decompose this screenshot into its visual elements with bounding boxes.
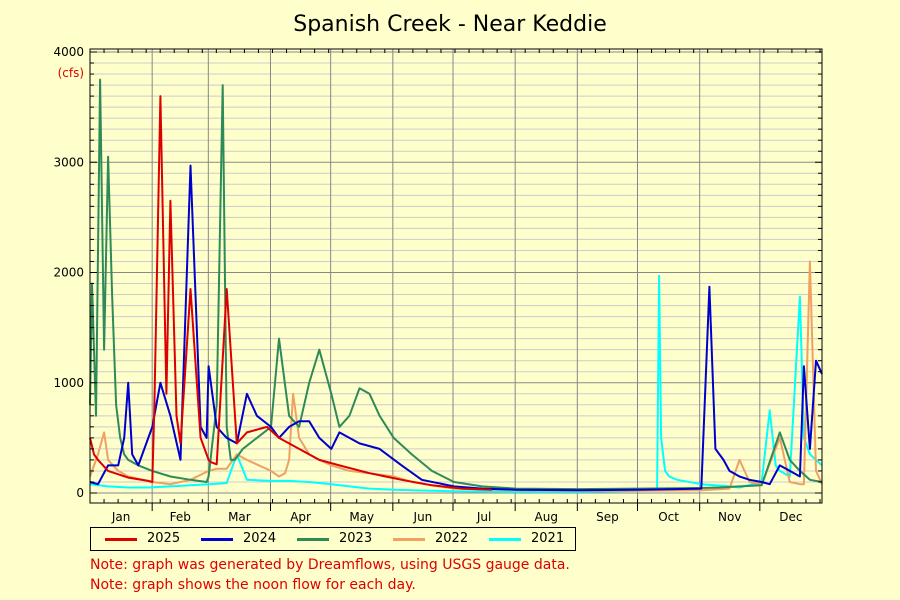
chart-title: Spanish Creek - Near Keddie xyxy=(293,12,607,37)
legend-swatch-2025 xyxy=(105,538,137,541)
legend-swatch-2022 xyxy=(393,538,425,541)
axes xyxy=(89,48,823,511)
legend-swatch-2024 xyxy=(201,538,233,541)
x-tick-label: Jan xyxy=(111,510,131,524)
chart-legend: 2025 2024 2023 2022 2021 xyxy=(90,527,576,551)
y-tick-label: 3000 xyxy=(53,155,84,169)
note-source: Note: graph was generated by Dreamflows,… xyxy=(90,557,570,573)
legend-label-2025: 2025 xyxy=(147,531,181,546)
x-tick-label: Jun xyxy=(413,510,433,524)
y-axis-unit: (cfs) xyxy=(58,66,84,80)
legend-label-2024: 2024 xyxy=(243,531,277,546)
x-tick-label: Sep xyxy=(596,510,619,524)
x-tick-label: Jul xyxy=(476,510,491,524)
x-tick-label: Oct xyxy=(658,510,679,524)
x-tick-label: Mar xyxy=(228,510,251,524)
y-tick-label: 4000 xyxy=(53,45,84,59)
x-tick-label: Nov xyxy=(718,510,741,524)
legend-swatch-2021 xyxy=(489,538,521,541)
y-tick-label: 0 xyxy=(76,486,84,500)
x-tick-label: Dec xyxy=(779,510,802,524)
x-tick-label: May xyxy=(349,510,374,524)
y-tick-label: 1000 xyxy=(53,376,84,390)
x-tick-label: Feb xyxy=(170,510,191,524)
note-noon-flow: Note: graph shows the noon flow for each… xyxy=(90,577,416,593)
tick-labels: 0 1000 2000 3000 4000 (cfs) Jan Feb Mar Apr May Jun… xyxy=(53,45,802,524)
series-line-2025 xyxy=(89,95,493,491)
series-line-2024 xyxy=(89,164,823,492)
x-tick-label: Aug xyxy=(535,510,558,524)
legend-label-2023: 2023 xyxy=(339,531,373,546)
y-tick-label: 2000 xyxy=(53,266,84,280)
series-lines xyxy=(89,78,823,493)
legend-label-2022: 2022 xyxy=(435,531,469,546)
plot-frame xyxy=(89,48,823,504)
legend-swatch-2023 xyxy=(297,538,329,541)
series-line-2021 xyxy=(89,274,823,493)
legend-label-2021: 2021 xyxy=(531,531,565,546)
x-tick-label: Apr xyxy=(290,510,311,524)
series-line-2022 xyxy=(89,260,823,492)
